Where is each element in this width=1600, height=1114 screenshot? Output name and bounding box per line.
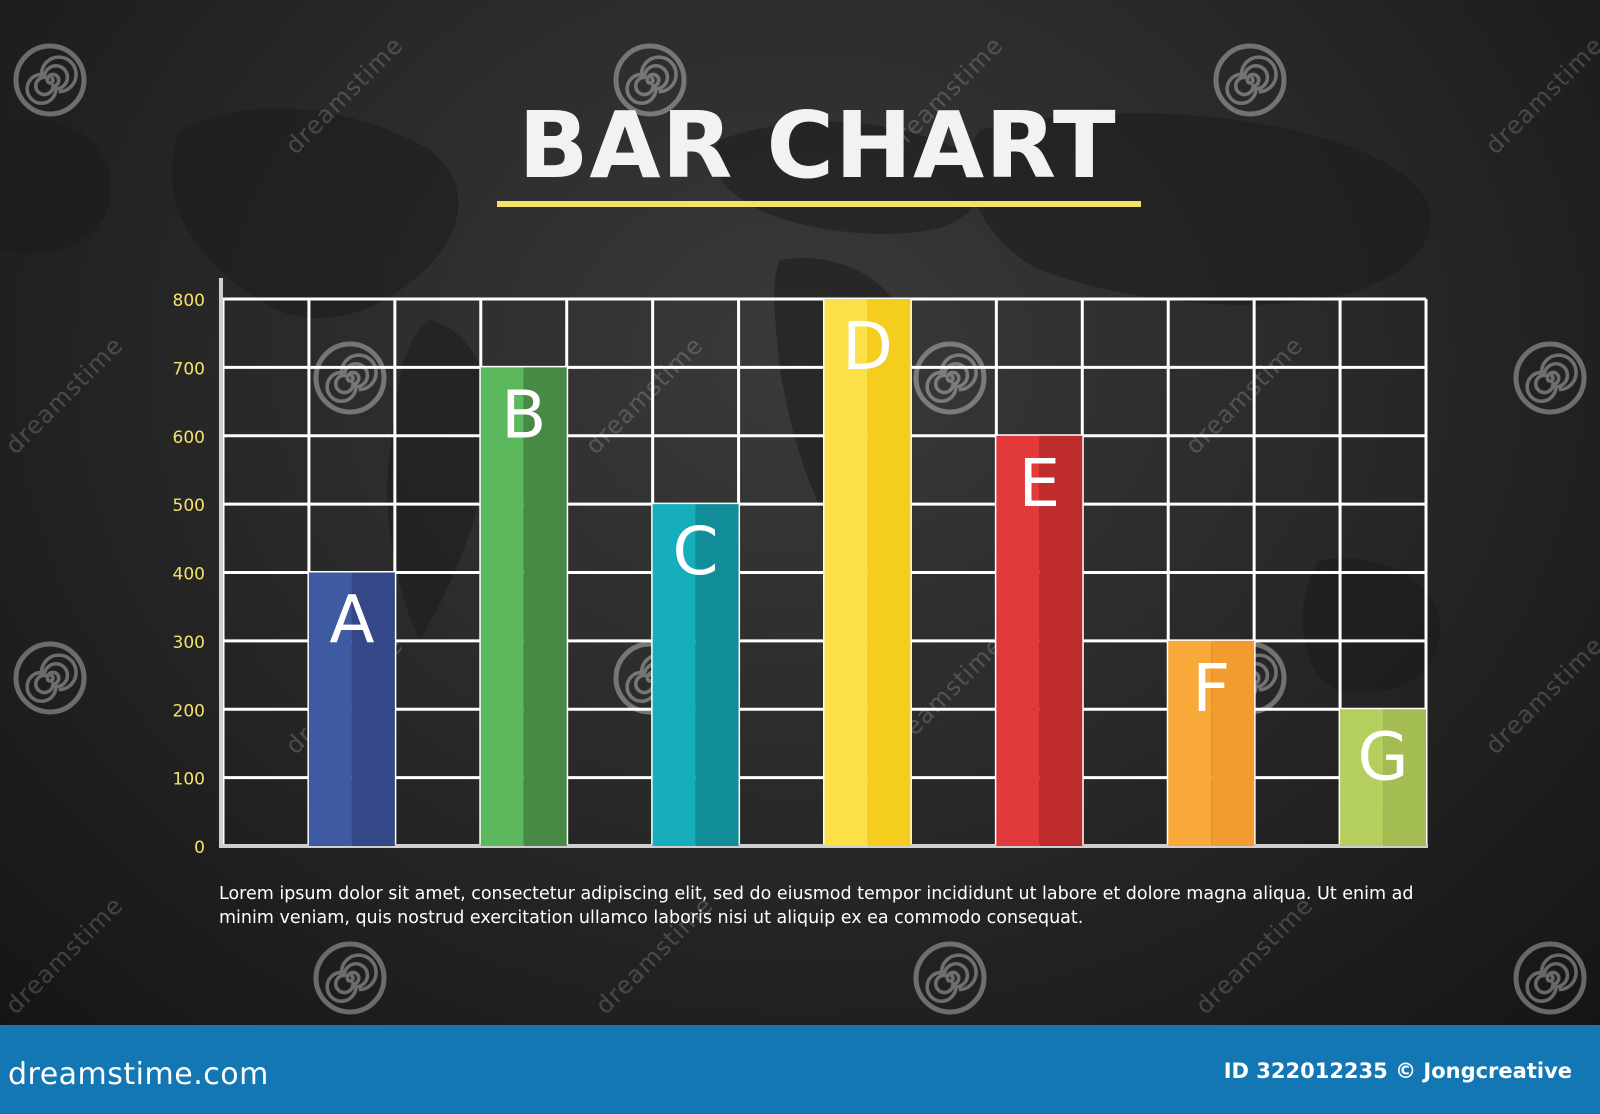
y-tick-label: 100 [173, 770, 205, 790]
footer-bar: dreamstime.com ID 322012235 © Jongcreati… [0, 1025, 1600, 1114]
footer-brand[interactable]: dreamstime.com [8, 1057, 269, 1092]
bar-c-shade [695, 504, 739, 846]
bar-a-shade [351, 572, 395, 846]
y-tick-label: 500 [173, 496, 205, 516]
bar-label: E [1018, 445, 1060, 522]
chart-caption: Lorem ipsum dolor sit amet, consectetur … [219, 884, 1414, 928]
bar-d-shade [867, 299, 911, 846]
y-tick-label: 300 [173, 633, 205, 653]
y-tick-label: 400 [173, 565, 205, 585]
bar-f [1168, 640, 1212, 846]
title-underline [497, 201, 1141, 207]
bar-label: A [329, 582, 374, 659]
bar-c [652, 504, 696, 846]
y-tick-label: 700 [173, 359, 205, 379]
bar-d [824, 299, 868, 846]
bar-e [996, 435, 1040, 846]
bar-g-shade [1383, 709, 1426, 846]
bar-label: B [501, 376, 546, 453]
y-tick-label: 800 [173, 291, 205, 311]
bar-label: G [1357, 718, 1408, 795]
bar-a [308, 572, 352, 846]
chart-title: BAR CHART [518, 92, 1117, 199]
footer-image-id: ID 322012235 © Jongcreative [1223, 1059, 1572, 1083]
bar-chart-svg: 0 100 200 300 400 500 600 700 800 A B C D E F G [173, 278, 1428, 858]
bar-g [1340, 709, 1384, 846]
bar-b-shade [523, 367, 567, 846]
bar-b [480, 367, 524, 846]
y-tick-label: 600 [173, 428, 205, 448]
chart-background: dreamstime dreamstime dreamstime dreamstime… [0, 0, 1600, 1025]
bar-label: D [842, 308, 893, 385]
y-tick-label: 0 [194, 838, 205, 858]
bar-label: F [1192, 650, 1230, 727]
bar-e-shade [1039, 435, 1083, 846]
y-tick-label: 200 [173, 701, 205, 721]
bar-label: C [673, 513, 719, 590]
bar-f-shade [1211, 640, 1255, 846]
